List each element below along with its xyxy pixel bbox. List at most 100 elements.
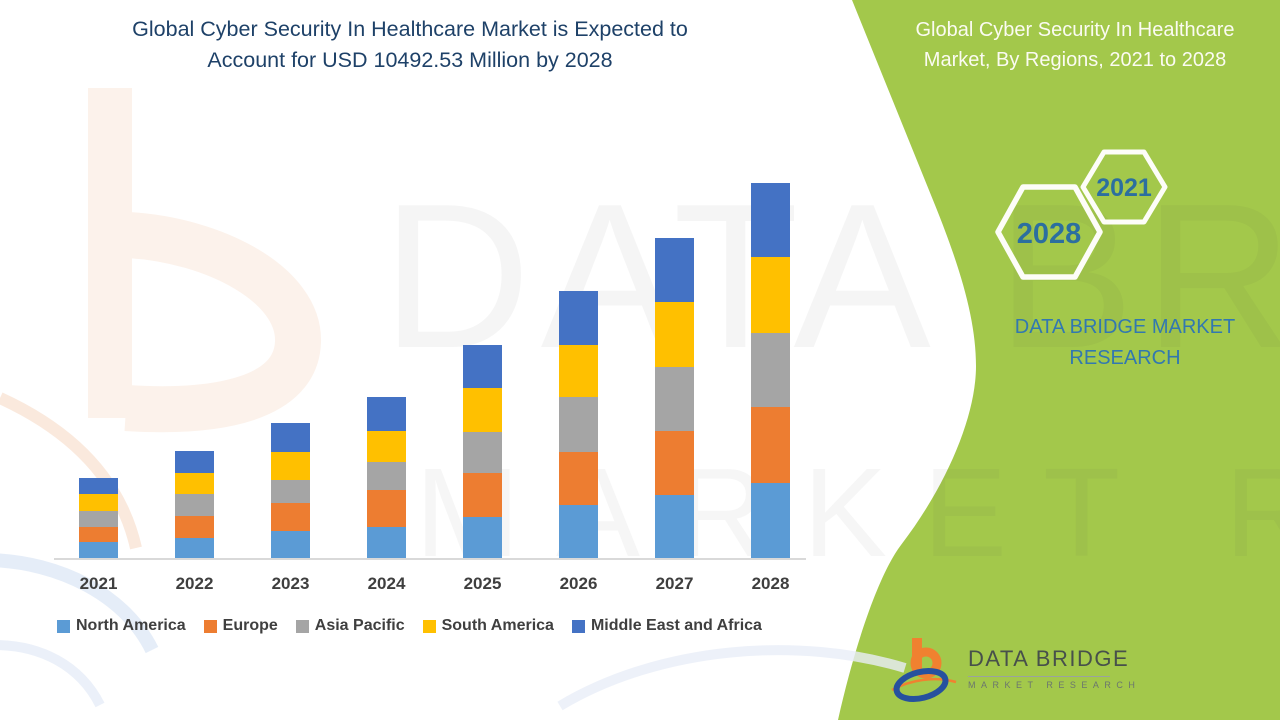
segment-north-america-2025 — [463, 516, 502, 558]
bar-2026 — [559, 290, 598, 558]
segment-asia-pacific-2024 — [367, 461, 406, 490]
bar-2024 — [367, 396, 406, 558]
x-axis-line — [54, 558, 806, 560]
segment-europe-2021 — [79, 526, 118, 543]
bar-2028 — [751, 183, 790, 558]
hexagon-2028-label: 2028 — [1017, 218, 1082, 250]
bar-2021 — [79, 477, 118, 558]
legend-item-middle-east-and-africa: Middle East and Africa — [571, 617, 762, 635]
brand-text: DATA BRIDGE MARKET RESEARCH — [955, 312, 1280, 374]
watermark-swoosh-arcs — [0, 392, 907, 711]
segment-middle-east-and-africa-2024 — [367, 396, 406, 431]
watermark-logo-b-icon — [88, 88, 321, 433]
segment-europe-2023 — [271, 503, 310, 532]
segment-north-america-2026 — [559, 505, 598, 558]
legend-swatch-north-america — [57, 619, 70, 633]
hexagon-2021-label: 2021 — [1096, 174, 1152, 202]
segment-europe-2028 — [751, 407, 790, 484]
segment-north-america-2027 — [655, 494, 694, 558]
legend-item-europe: Europe — [203, 617, 278, 635]
segment-south-america-2024 — [367, 430, 406, 462]
x-axis-label-2028: 2028 — [751, 574, 790, 593]
segment-middle-east-and-africa-2025 — [463, 344, 502, 388]
logo-subtitle: MARKET RESEARCH — [968, 680, 1141, 690]
segment-asia-pacific-2023 — [271, 479, 310, 504]
panel-title-line1: Global Cyber Security In Healthcare — [915, 19, 1235, 41]
segment-south-america-2025 — [463, 387, 502, 433]
segment-europe-2026 — [559, 452, 598, 506]
green-panel-shape — [838, 0, 1280, 720]
x-axis-label-2021: 2021 — [79, 574, 118, 593]
legend-item-south-america: South America — [422, 617, 554, 635]
chart-title-line2: Account for USD 10492.53 Million by 2028 — [207, 48, 613, 72]
segment-middle-east-and-africa-2021 — [79, 477, 118, 495]
panel-title: Global Cyber Security In Healthcare Mark… — [876, 15, 1274, 75]
legend-item-asia-pacific: Asia Pacific — [295, 617, 405, 635]
bar-2022 — [175, 450, 214, 558]
brand-text-line2: RESEARCH — [1069, 347, 1181, 369]
x-axis-label-2026: 2026 — [559, 574, 598, 593]
segment-south-america-2022 — [175, 472, 214, 495]
segment-north-america-2024 — [367, 527, 406, 558]
stacked-bar-chart — [0, 0, 820, 559]
segment-south-america-2027 — [655, 301, 694, 367]
legend-item-north-america: North America — [57, 617, 186, 635]
segment-asia-pacific-2027 — [655, 366, 694, 431]
watermark-text-row1: DATA BRIDGE — [382, 161, 1280, 391]
legend-swatch-asia-pacific — [295, 619, 309, 633]
x-axis-label-2027: 2027 — [655, 574, 694, 593]
logo-divider — [968, 676, 1110, 677]
segment-europe-2024 — [367, 489, 406, 528]
hexagon-2021-icon: 2021 — [1080, 149, 1168, 225]
logo-wordmark: DATA BRIDGE MARKET RESEARCH — [968, 646, 1140, 690]
segment-asia-pacific-2028 — [751, 332, 790, 408]
dbmr-logo-icon — [891, 638, 957, 702]
legend-label-middle-east-and-africa: Middle East and Africa — [590, 617, 762, 634]
legend-label-asia-pacific: Asia Pacific — [314, 617, 405, 634]
bar-2025 — [463, 344, 502, 558]
chart-legend: North America Europe Asia Pacific South Ame… — [57, 617, 762, 635]
legend-label-north-america: North America — [76, 617, 186, 634]
legend-swatch-europe — [203, 619, 217, 633]
segment-south-america-2028 — [751, 257, 790, 333]
x-axis-label-2024: 2024 — [367, 574, 406, 593]
segment-middle-east-and-africa-2023 — [271, 423, 310, 452]
segment-north-america-2022 — [175, 537, 214, 558]
segment-south-america-2021 — [79, 494, 118, 511]
segment-middle-east-and-africa-2028 — [751, 183, 790, 258]
logo-name: DATA BRIDGE — [968, 646, 1130, 671]
segment-europe-2025 — [463, 472, 502, 517]
segment-middle-east-and-africa-2027 — [655, 238, 694, 302]
segment-middle-east-and-africa-2026 — [559, 290, 598, 346]
legend-swatch-middle-east-and-africa — [571, 619, 585, 633]
x-axis-label-2023: 2023 — [271, 574, 310, 593]
segment-asia-pacific-2026 — [559, 397, 598, 453]
segment-asia-pacific-2025 — [463, 432, 502, 473]
segment-europe-2022 — [175, 516, 214, 538]
segment-middle-east-and-africa-2022 — [175, 450, 214, 473]
x-axis-labels: 2021 2022 2023 2024 2025 2026 2027 2028 — [0, 574, 820, 600]
x-axis-label-2022: 2022 — [175, 574, 214, 593]
hexagon-2028-icon: 2028 — [995, 184, 1103, 280]
bar-2023 — [271, 423, 310, 558]
chart-title: Global Cyber Security In Healthcare Mark… — [48, 14, 772, 76]
bar-2027 — [655, 238, 694, 558]
x-axis-label-2025: 2025 — [463, 574, 502, 593]
legend-swatch-south-america — [422, 619, 436, 633]
chart-title-line1: Global Cyber Security In Healthcare Mark… — [132, 17, 688, 41]
legend-label-south-america: South America — [441, 617, 554, 634]
segment-europe-2027 — [655, 430, 694, 495]
segment-south-america-2026 — [559, 345, 598, 398]
segment-asia-pacific-2021 — [79, 510, 118, 527]
segment-north-america-2028 — [751, 483, 790, 558]
segment-north-america-2023 — [271, 531, 310, 558]
brand-text-line1: DATA BRIDGE MARKET — [1014, 316, 1236, 338]
segment-south-america-2023 — [271, 451, 310, 480]
segment-asia-pacific-2022 — [175, 494, 214, 517]
segment-north-america-2021 — [79, 542, 118, 558]
legend-label-europe: Europe — [222, 617, 278, 634]
panel-title-line2: Market, By Regions, 2021 to 2028 — [923, 49, 1227, 71]
